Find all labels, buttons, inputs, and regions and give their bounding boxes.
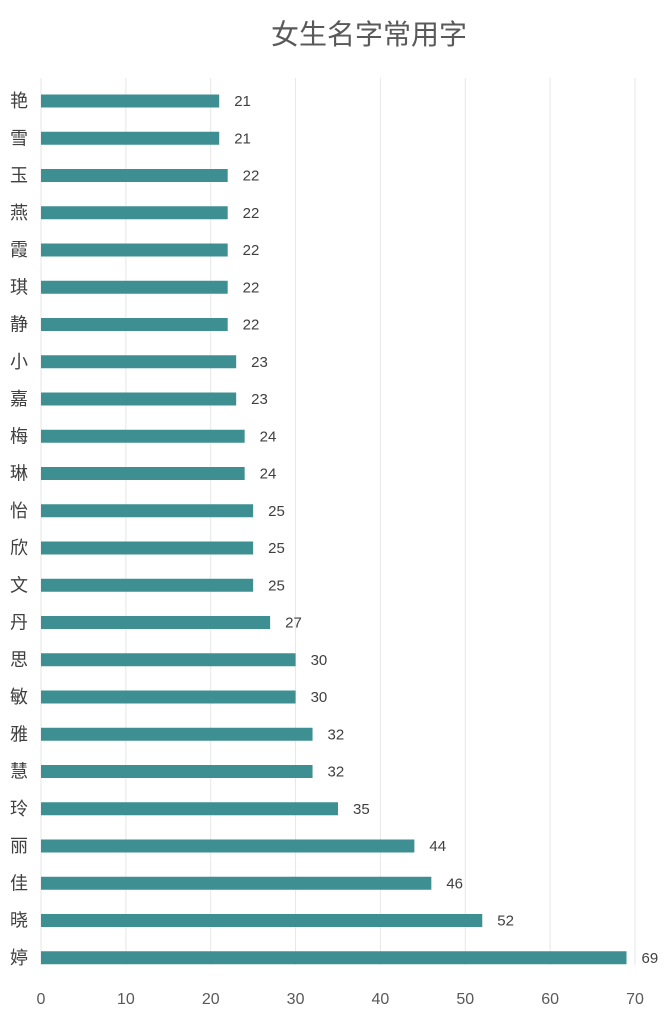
- data-label: 22: [243, 242, 260, 259]
- category-label: 丽: [10, 836, 28, 857]
- x-tick-label: 40: [372, 991, 390, 1008]
- x-axis-ticks: 0 10 20 30 40 50 60 70: [37, 991, 644, 1008]
- category-label: 艳: [10, 91, 28, 112]
- category-label: 怡: [10, 501, 28, 522]
- category-label: 晓: [10, 911, 28, 932]
- x-tick-label: 0: [37, 991, 46, 1008]
- category-label: 敏: [10, 687, 28, 708]
- bar: [41, 206, 228, 220]
- category-label: 丹: [10, 613, 28, 634]
- gridlines: [40, 78, 636, 965]
- category-label: 佳: [10, 873, 28, 894]
- bar: [41, 429, 245, 443]
- category-label: 玲: [10, 799, 28, 820]
- category-label: 雪: [10, 128, 28, 149]
- category-label: 琳: [10, 464, 28, 485]
- data-label: 21: [234, 130, 251, 147]
- data-label: 30: [311, 689, 328, 706]
- data-label: 22: [243, 317, 260, 334]
- data-label: 23: [251, 354, 268, 371]
- data-label: 32: [328, 764, 345, 781]
- data-label: 35: [353, 801, 370, 818]
- bar: [41, 94, 220, 108]
- data-label: 69: [642, 950, 659, 967]
- bar: [41, 839, 415, 853]
- x-tick-label: 10: [117, 991, 135, 1008]
- x-tick-label: 30: [287, 991, 305, 1008]
- bar: [41, 355, 237, 369]
- chart-title: 女生名字常用字: [271, 18, 467, 51]
- data-label: 46: [446, 875, 463, 892]
- bar: [41, 467, 245, 480]
- bar: [41, 131, 220, 145]
- category-label: 燕: [10, 203, 28, 224]
- category-label: 思: [10, 650, 28, 671]
- bar: [41, 765, 313, 778]
- bar: [41, 318, 228, 331]
- bar: [41, 876, 432, 890]
- category-label: 霞: [10, 240, 28, 261]
- x-tick-label: 50: [456, 991, 474, 1008]
- data-label: 25: [268, 540, 285, 557]
- data-label: 30: [311, 652, 328, 669]
- data-label: 25: [268, 577, 285, 594]
- data-label: 44: [429, 838, 446, 855]
- bar: [41, 392, 237, 406]
- data-label: 21: [234, 93, 251, 110]
- data-label: 22: [243, 279, 260, 296]
- data-label: 22: [243, 168, 260, 185]
- category-label: 静: [10, 315, 28, 336]
- bar: [41, 727, 313, 741]
- category-label: 欣: [10, 538, 28, 559]
- data-labels: 21 21 22 22 22 22 22 23 23 24 24 25 25 25 27 30 30 32 32 35…: [234, 93, 658, 967]
- bar: [41, 914, 483, 927]
- x-tick-label: 60: [541, 991, 559, 1008]
- category-label: 梅: [10, 426, 28, 447]
- x-tick-label: 70: [626, 991, 644, 1008]
- data-label: 27: [285, 615, 302, 632]
- bar: [41, 169, 228, 182]
- bar: [41, 280, 228, 294]
- category-label: 婷: [10, 948, 28, 969]
- category-label: 小: [10, 352, 28, 373]
- bar: [41, 243, 228, 257]
- data-label: 25: [268, 503, 285, 520]
- bar: [41, 690, 296, 704]
- category-label: 文: [10, 575, 28, 596]
- category-label: 雅: [10, 724, 28, 745]
- x-tick-label: 20: [202, 991, 220, 1008]
- data-label: 52: [497, 913, 514, 930]
- data-label: 24: [260, 466, 277, 483]
- data-label: 24: [260, 428, 277, 445]
- data-label: 22: [243, 205, 260, 222]
- category-label: 玉: [10, 166, 28, 187]
- bar: [41, 616, 271, 629]
- bar: [41, 504, 254, 518]
- data-label: 23: [251, 391, 268, 408]
- data-label: 32: [328, 726, 345, 743]
- bar: [41, 578, 254, 592]
- bar: [41, 802, 338, 816]
- bar: [41, 951, 627, 965]
- category-label: 慧: [10, 762, 28, 783]
- category-label: 琪: [10, 277, 28, 298]
- bar: [41, 653, 296, 667]
- bar: [41, 541, 254, 555]
- category-label: 嘉: [10, 389, 28, 410]
- bars: [41, 94, 627, 965]
